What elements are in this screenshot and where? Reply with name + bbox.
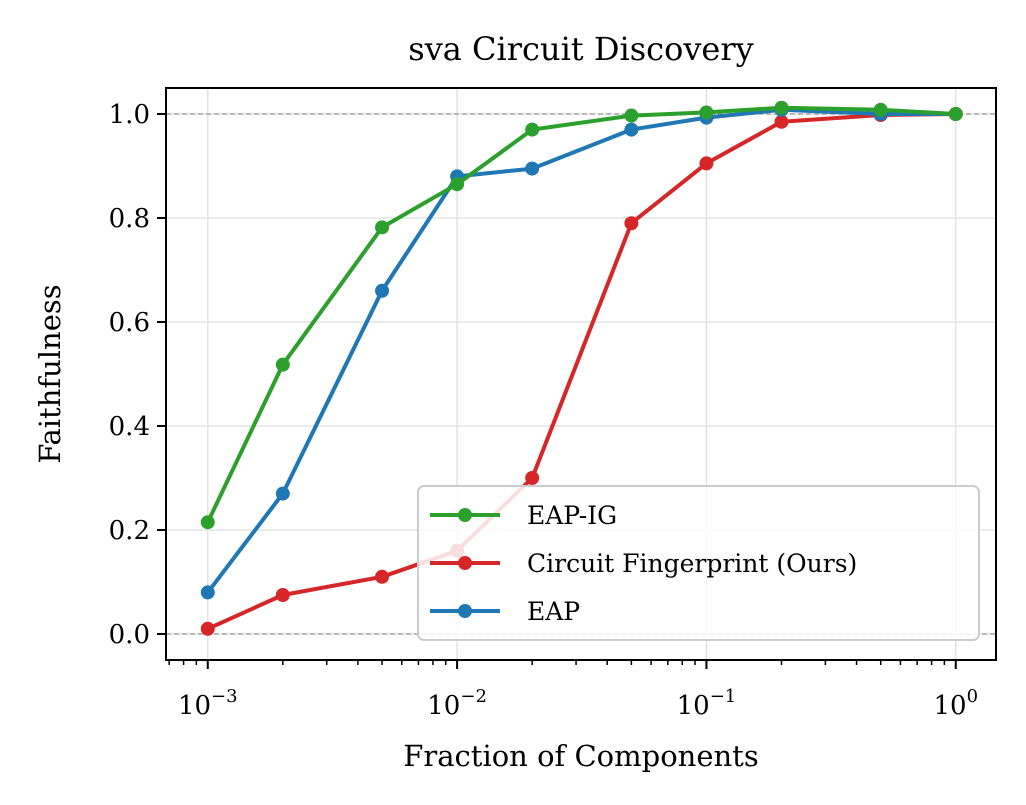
series-line <box>205 105 956 524</box>
legend-item: EAP <box>430 597 580 626</box>
legend-label: EAP <box>527 597 580 626</box>
chart-title: sva Circuit Discovery <box>408 30 753 68</box>
data-point <box>948 107 963 121</box>
data-point <box>624 216 639 231</box>
legend-box <box>417 485 980 641</box>
data-point <box>699 105 714 120</box>
x-tick-label: 100 <box>933 686 978 721</box>
data-point <box>873 102 888 117</box>
data-point <box>200 621 215 636</box>
x-tick-label: 10−3 <box>178 686 238 721</box>
data-point <box>375 220 390 235</box>
x-axis-label: Fraction of Components <box>403 739 758 773</box>
data-point <box>774 100 789 115</box>
series-line <box>206 112 956 631</box>
x-tick-label: 10−2 <box>427 686 487 721</box>
legend-label: Circuit Fingerprint (Ours) <box>527 549 857 578</box>
legend-label: EAP-IG <box>527 501 617 530</box>
data-point <box>275 486 290 501</box>
x-tick-label: 10−1 <box>677 686 737 721</box>
data-point <box>525 161 540 176</box>
y-tick-label: 0.6 <box>109 308 150 338</box>
y-axis-ticks: 0.0 0.2 0.4 0.6 0.8 1.0 <box>109 100 166 650</box>
data-point <box>275 357 290 372</box>
legend-marker <box>458 604 472 618</box>
data-point <box>450 177 465 192</box>
data-point <box>525 122 540 137</box>
data-point <box>624 122 639 137</box>
series-line <box>206 107 956 594</box>
data-point <box>375 283 390 298</box>
data-point <box>774 114 789 129</box>
data-point <box>375 569 390 584</box>
y-tick-label: 0.8 <box>109 204 150 234</box>
y-axis-label: Faithfulness <box>33 284 67 463</box>
data-point <box>275 588 290 602</box>
series-lines <box>200 100 963 636</box>
legend-item: Circuit Fingerprint (Ours) <box>430 549 857 578</box>
legend-marker <box>458 556 472 570</box>
legend-marker <box>458 508 472 522</box>
data-point <box>525 471 540 485</box>
y-tick-label: 1.0 <box>109 100 150 130</box>
y-tick-label: 0.4 <box>109 412 150 442</box>
y-tick-label: 0.2 <box>109 516 150 546</box>
data-point <box>624 108 639 123</box>
plot-frame <box>165 87 997 661</box>
data-point <box>699 156 714 171</box>
legend-item: EAP-IG <box>430 501 617 530</box>
series-eap-ig <box>200 100 963 530</box>
data-point <box>200 515 215 530</box>
legend: EAP-IG Circuit Fingerprint (Ours) EAP <box>417 485 980 641</box>
x-axis-ticks: 10−3 10−2 10−1 100 <box>168 660 978 721</box>
data-point <box>200 585 215 600</box>
y-tick-label: 0.0 <box>109 620 150 650</box>
